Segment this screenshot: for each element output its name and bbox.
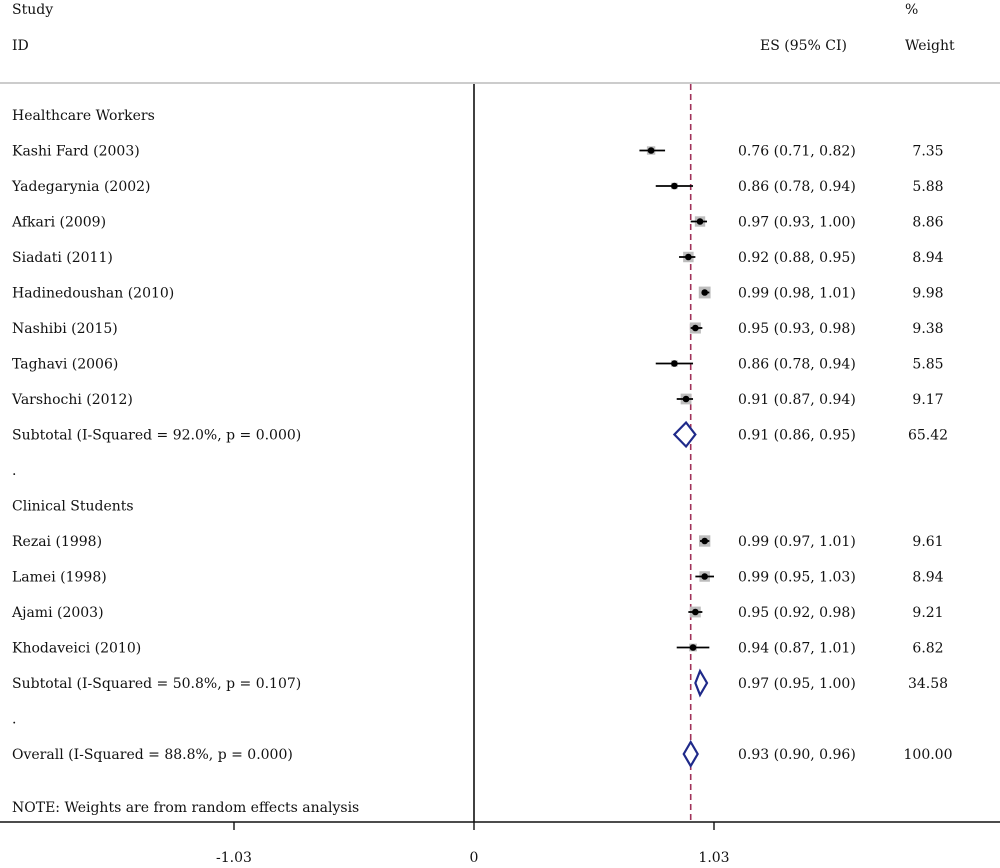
spacer-dot: . <box>12 463 16 479</box>
subtotal-diamond <box>672 420 697 449</box>
overall-diamond <box>682 739 699 769</box>
study-label: Khodaveici (2010) <box>12 641 141 657</box>
subtotal-diamond <box>694 668 709 698</box>
es-ci-value: 0.99 (0.95, 1.03) <box>738 570 856 586</box>
study-label: Varshochi (2012) <box>11 392 133 408</box>
es-ci-value: 0.86 (0.78, 0.94) <box>738 357 856 373</box>
spacer-dot: . <box>12 712 16 728</box>
study-point-estimate <box>701 573 708 580</box>
weight-value: 100.00 <box>904 747 953 763</box>
weight-value: 9.38 <box>912 321 943 337</box>
weight-value: 9.61 <box>912 534 943 550</box>
es-ci-value: 0.99 (0.98, 1.01) <box>738 286 856 302</box>
es-ci-value: 0.99 (0.97, 1.01) <box>738 534 856 550</box>
weight-value: 8.94 <box>912 570 943 586</box>
overall-label: Overall (I-Squared = 88.8%, p = 0.000) <box>12 747 293 763</box>
weight-value: 5.88 <box>912 179 943 195</box>
weight-value: 8.94 <box>912 250 943 266</box>
subtotal-label: Subtotal (I-Squared = 50.8%, p = 0.107) <box>12 676 301 692</box>
x-tick-label: 0 <box>470 850 479 866</box>
weight-value: 65.42 <box>908 428 948 444</box>
study-label: Yadegarynia (2002) <box>11 179 151 195</box>
study-label: Kashi Fard (2003) <box>12 144 140 160</box>
es-ci-value: 0.93 (0.90, 0.96) <box>738 747 856 763</box>
weight-value: 9.17 <box>912 392 943 408</box>
study-point-estimate <box>685 253 692 261</box>
study-point-estimate <box>701 289 708 296</box>
weight-value: 6.82 <box>912 641 943 657</box>
weight-value: 9.21 <box>912 605 943 621</box>
study-point-estimate <box>647 147 655 154</box>
study-label: Lamei (1998) <box>12 570 107 586</box>
study-point-estimate <box>671 360 678 367</box>
es-ci-value: 0.97 (0.95, 1.00) <box>738 676 856 692</box>
es-ci-value: 0.95 (0.92, 0.98) <box>738 605 856 621</box>
weight-value: 34.58 <box>908 676 948 692</box>
study-point-estimate <box>701 537 708 545</box>
header-percent: % <box>905 2 918 18</box>
weight-value: 9.98 <box>912 286 943 302</box>
es-ci-value: 0.76 (0.71, 0.82) <box>738 144 856 160</box>
header-study: Study <box>12 2 53 18</box>
header-es-ci: ES (95% CI) <box>760 38 847 54</box>
weight-value: 8.86 <box>912 215 943 231</box>
study-label: Hadinedoushan (2010) <box>12 286 174 302</box>
subtotal-label: Subtotal (I-Squared = 92.0%, p = 0.000) <box>12 428 301 444</box>
note-text: NOTE: Weights are from random effects an… <box>12 800 359 816</box>
group-label: Healthcare Workers <box>12 108 155 124</box>
study-point-estimate <box>671 182 678 190</box>
study-point-estimate <box>696 218 704 225</box>
study-label: Ajami (2003) <box>11 605 104 621</box>
es-ci-value: 0.91 (0.87, 0.94) <box>738 392 856 408</box>
study-label: Nashibi (2015) <box>12 321 118 337</box>
weight-value: 7.35 <box>912 144 943 160</box>
es-ci-value: 0.95 (0.93, 0.98) <box>738 321 856 337</box>
es-ci-value: 0.94 (0.87, 1.01) <box>738 641 856 657</box>
es-ci-value: 0.97 (0.93, 1.00) <box>738 215 856 231</box>
es-ci-value: 0.91 (0.86, 0.95) <box>738 428 856 444</box>
study-label: Taghavi (2006) <box>12 357 118 373</box>
x-tick-label: -1.03 <box>216 850 252 866</box>
group-label: Clinical Students <box>12 499 134 515</box>
study-label: Afkari (2009) <box>11 215 106 231</box>
weight-value: 5.85 <box>912 357 943 373</box>
header-id: ID <box>12 38 29 54</box>
header-weight: Weight <box>905 38 955 54</box>
study-label: Rezai (1998) <box>12 534 102 550</box>
es-ci-value: 0.92 (0.88, 0.95) <box>738 250 856 266</box>
study-point-estimate <box>692 324 699 332</box>
study-point-estimate <box>682 395 690 403</box>
es-ci-value: 0.86 (0.78, 0.94) <box>738 179 856 195</box>
study-point-estimate <box>692 608 699 616</box>
study-label: Siadati (2011) <box>12 250 113 266</box>
x-tick-label: 1.03 <box>698 850 729 866</box>
study-point-estimate <box>689 644 697 651</box>
